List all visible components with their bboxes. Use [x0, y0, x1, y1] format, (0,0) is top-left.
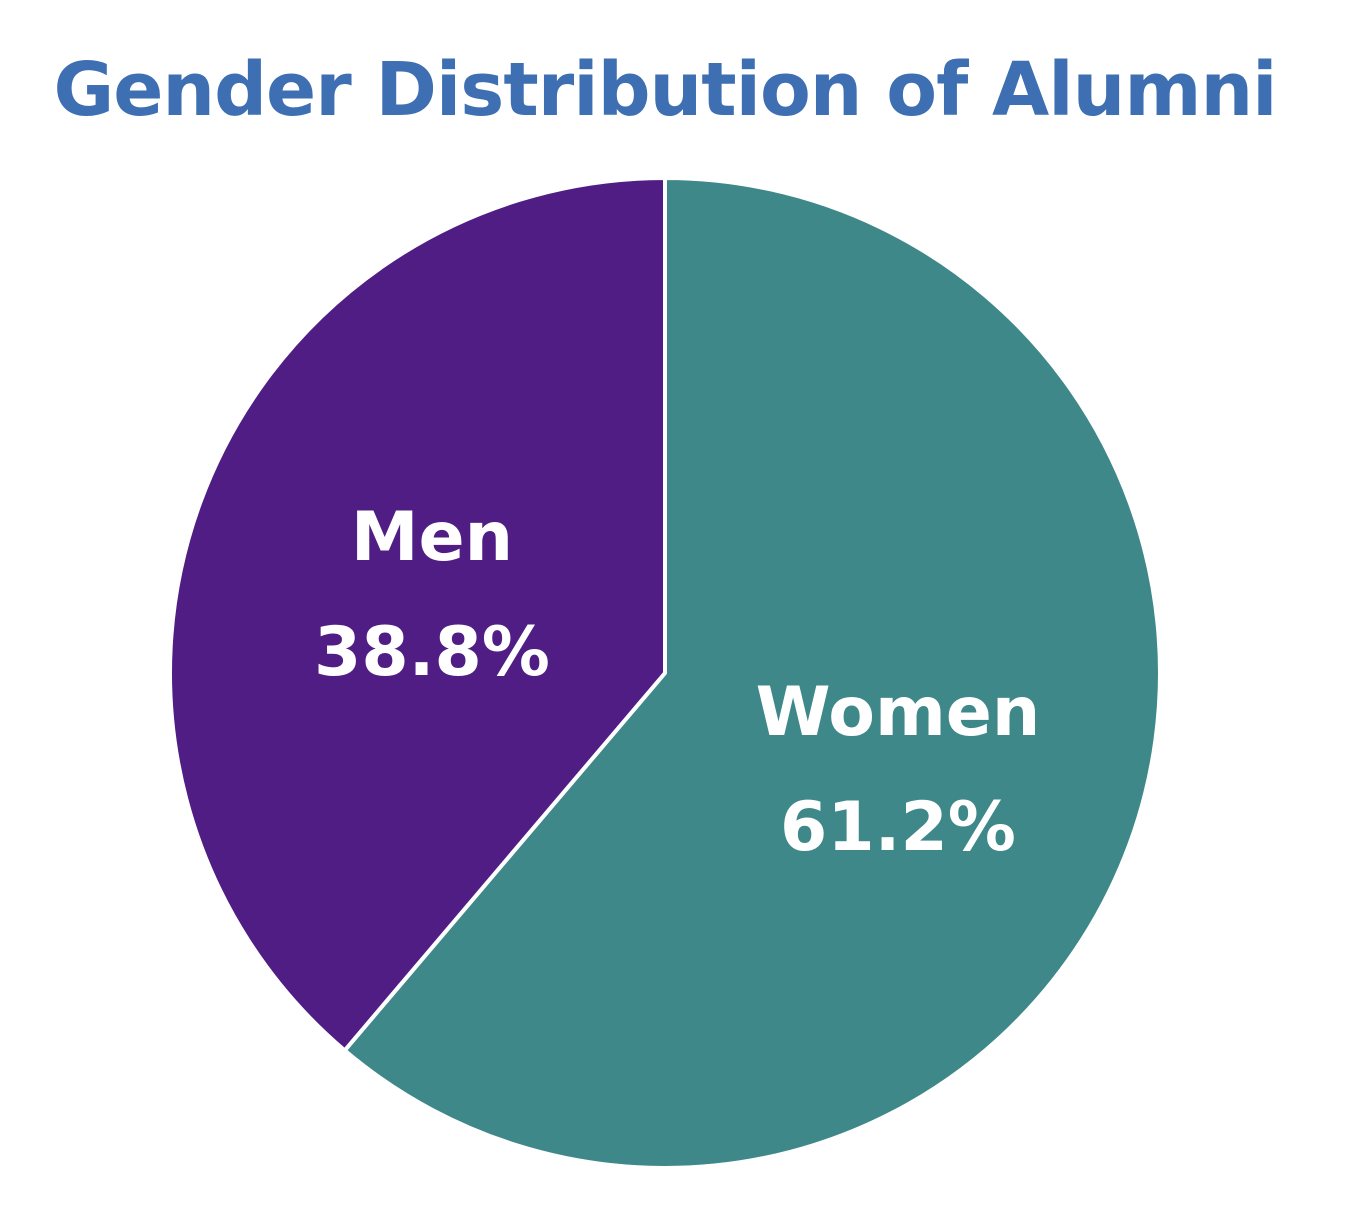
- pie-slice-women: [342, 176, 1162, 1170]
- slice-name-label: Women: [756, 673, 1041, 752]
- slice-value-label: 61.2%: [780, 788, 1016, 867]
- pie-slices: [168, 176, 1162, 1170]
- slice-name-label: Men: [351, 498, 513, 577]
- chart-title: Gender Distribution of Alumni: [53, 47, 1277, 133]
- pie-slice-men: [168, 176, 667, 1053]
- slice-value-label: 38.8%: [314, 613, 550, 692]
- pie-labels: Women 61.2% Men 38.8%: [314, 498, 1040, 867]
